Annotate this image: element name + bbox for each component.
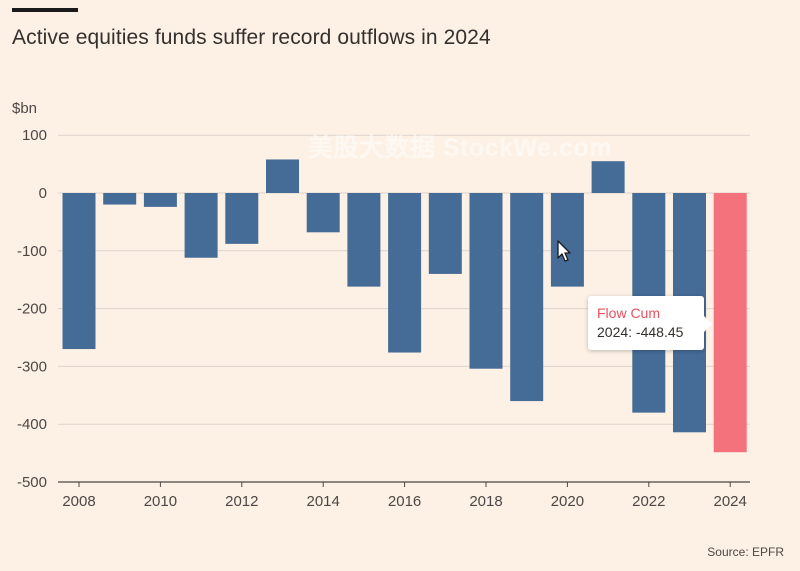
y-axis-unit: $bn	[12, 100, 38, 117]
bar-2017[interactable]	[428, 193, 462, 274]
y-axis-ticks: 100 0 -100 -200 -300 -400 -500	[17, 127, 47, 491]
x-tick-label: 2024	[714, 493, 747, 510]
y-tick-label: -300	[17, 358, 47, 375]
x-tick-label: 2008	[62, 493, 95, 510]
y-tick-label: 100	[22, 127, 47, 144]
x-tick-label: 2014	[307, 493, 340, 510]
tooltip-series-name: Flow Cum	[597, 305, 661, 321]
tooltip-value: 2024: -448.45	[597, 324, 684, 340]
y-tick-label: -500	[17, 474, 47, 491]
bar-2021[interactable]	[591, 161, 625, 193]
y-tick-label: -200	[17, 301, 47, 318]
y-tick-label: -400	[17, 416, 47, 433]
x-tick-label: 2012	[225, 493, 258, 510]
watermark: 美股大数据 StockWe.com	[308, 134, 612, 162]
source-note: Source: EPFR	[707, 545, 784, 559]
x-tick-label: 2016	[388, 493, 421, 510]
bar-2014[interactable]	[306, 193, 340, 233]
bar-2016[interactable]	[388, 193, 422, 353]
y-tick-label: -100	[17, 243, 47, 260]
bar-2018[interactable]	[469, 193, 503, 369]
bars[interactable]	[62, 159, 747, 453]
x-tick-label: 2010	[144, 493, 177, 510]
x-tick-label: 2018	[469, 493, 502, 510]
x-axis: 2008 2010 2012 2014 2016 2018 2020 2022 2024	[58, 481, 750, 510]
bar-2011[interactable]	[184, 193, 218, 258]
tooltip: Flow Cum 2024: -448.45	[588, 296, 712, 350]
bar-2008[interactable]	[62, 193, 96, 350]
x-tick-label: 2022	[632, 493, 665, 510]
title-accent-bar	[12, 8, 78, 12]
mouse-pointer-icon	[557, 240, 571, 262]
bar-2020[interactable]	[550, 193, 584, 287]
bar-2012[interactable]	[225, 193, 259, 244]
y-tick-label: 0	[39, 185, 47, 202]
bar-2024[interactable]	[713, 193, 747, 453]
bar-2013[interactable]	[266, 159, 299, 193]
bar-2010[interactable]	[143, 193, 177, 207]
x-tick-label: 2020	[551, 493, 584, 510]
chart-title: Active equities funds suffer record outf…	[12, 26, 491, 49]
bar-2019[interactable]	[510, 193, 544, 402]
bar-2009[interactable]	[103, 193, 137, 205]
bar-2015[interactable]	[347, 193, 381, 287]
